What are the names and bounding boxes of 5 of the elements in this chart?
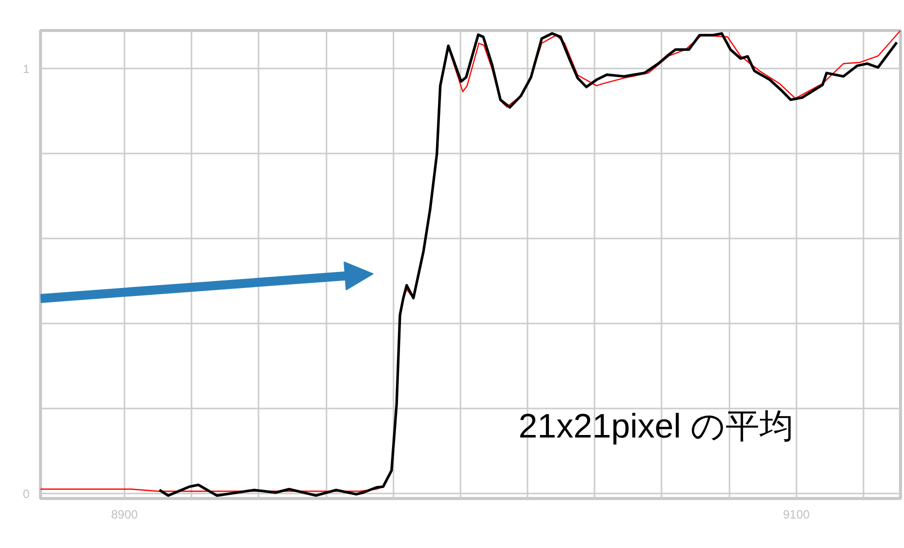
x-tick-label: 8900 — [111, 508, 138, 522]
annotation: 21x21pixel の平均 — [518, 408, 794, 446]
y-tick-label: 1 — [22, 62, 30, 76]
x-tick-label: 9100 — [783, 508, 810, 522]
y-tick-label: 0 — [22, 486, 30, 501]
